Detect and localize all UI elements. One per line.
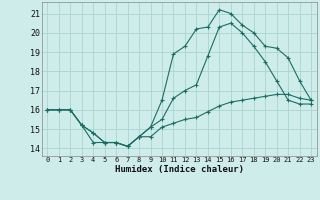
X-axis label: Humidex (Indice chaleur): Humidex (Indice chaleur) bbox=[115, 165, 244, 174]
